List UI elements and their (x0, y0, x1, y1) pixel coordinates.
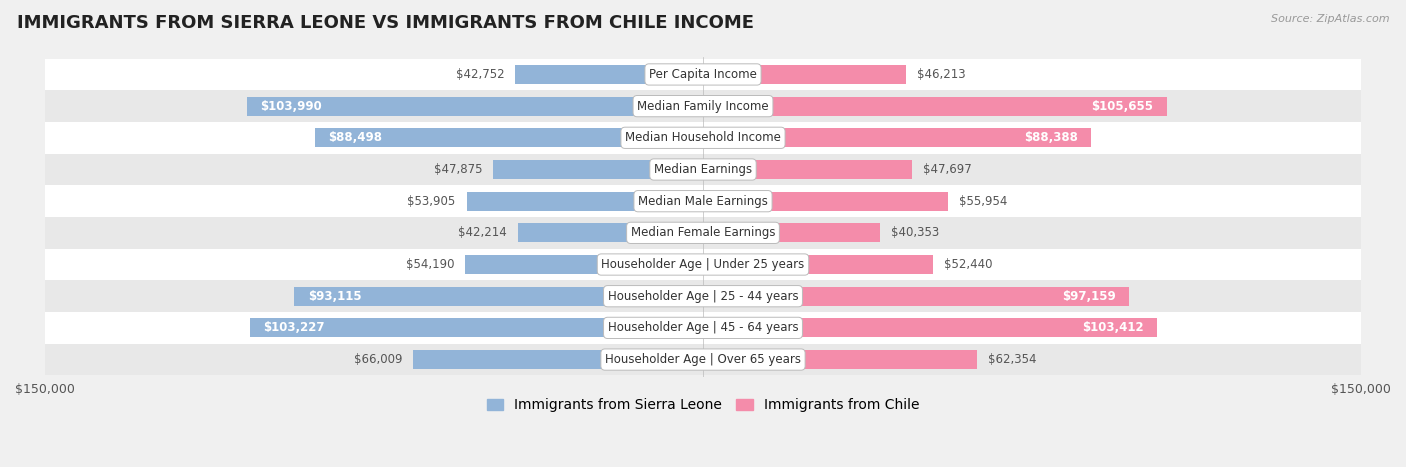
Text: $52,440: $52,440 (943, 258, 993, 271)
Bar (494, 160, 703, 179)
Bar (703, 223, 880, 242)
Text: $47,875: $47,875 (433, 163, 482, 176)
Text: Source: ZipAtlas.com: Source: ZipAtlas.com (1271, 14, 1389, 24)
Bar (703, 97, 1167, 116)
Bar (45, 280, 1361, 312)
Bar (703, 65, 905, 84)
Text: Median Family Income: Median Family Income (637, 99, 769, 113)
Bar (315, 128, 703, 147)
Bar (45, 59, 1361, 90)
Text: $62,354: $62,354 (987, 353, 1036, 366)
Bar (703, 255, 934, 274)
Text: $40,353: $40,353 (891, 226, 939, 240)
Text: $105,655: $105,655 (1091, 99, 1153, 113)
Text: $47,697: $47,697 (924, 163, 972, 176)
Text: Householder Age | 25 - 44 years: Householder Age | 25 - 44 years (607, 290, 799, 303)
Bar (467, 191, 703, 211)
Bar (45, 154, 1361, 185)
Text: Median Male Earnings: Median Male Earnings (638, 195, 768, 208)
Bar (703, 191, 949, 211)
Text: Median Earnings: Median Earnings (654, 163, 752, 176)
Text: $88,498: $88,498 (328, 131, 382, 144)
Bar (45, 185, 1361, 217)
Text: Householder Age | Under 25 years: Householder Age | Under 25 years (602, 258, 804, 271)
Bar (413, 350, 703, 369)
Bar (465, 255, 703, 274)
Text: $55,954: $55,954 (959, 195, 1008, 208)
Text: $66,009: $66,009 (354, 353, 402, 366)
Text: Median Household Income: Median Household Income (626, 131, 780, 144)
Text: IMMIGRANTS FROM SIERRA LEONE VS IMMIGRANTS FROM CHILE INCOME: IMMIGRANTS FROM SIERRA LEONE VS IMMIGRAN… (17, 14, 754, 32)
Text: $103,990: $103,990 (260, 99, 322, 113)
Bar (516, 65, 703, 84)
Bar (703, 287, 1129, 306)
Text: $46,213: $46,213 (917, 68, 966, 81)
Text: Median Female Earnings: Median Female Earnings (631, 226, 775, 240)
Text: $88,388: $88,388 (1024, 131, 1077, 144)
Bar (45, 344, 1361, 375)
Text: $54,190: $54,190 (406, 258, 454, 271)
Bar (703, 350, 977, 369)
Bar (45, 217, 1361, 249)
Bar (247, 97, 703, 116)
Text: $93,115: $93,115 (308, 290, 361, 303)
Bar (703, 318, 1157, 337)
Bar (250, 318, 703, 337)
Legend: Immigrants from Sierra Leone, Immigrants from Chile: Immigrants from Sierra Leone, Immigrants… (481, 393, 925, 418)
Text: $103,412: $103,412 (1081, 321, 1143, 334)
Bar (45, 90, 1361, 122)
Text: $42,214: $42,214 (458, 226, 506, 240)
Bar (45, 249, 1361, 280)
Bar (517, 223, 703, 242)
Bar (45, 312, 1361, 344)
Bar (703, 128, 1091, 147)
Text: Householder Age | Over 65 years: Householder Age | Over 65 years (605, 353, 801, 366)
Text: $42,752: $42,752 (456, 68, 505, 81)
Text: $103,227: $103,227 (263, 321, 325, 334)
Text: Householder Age | 45 - 64 years: Householder Age | 45 - 64 years (607, 321, 799, 334)
Bar (294, 287, 703, 306)
Bar (45, 122, 1361, 154)
Text: Per Capita Income: Per Capita Income (650, 68, 756, 81)
Bar (703, 160, 912, 179)
Text: $97,159: $97,159 (1063, 290, 1116, 303)
Text: $53,905: $53,905 (408, 195, 456, 208)
